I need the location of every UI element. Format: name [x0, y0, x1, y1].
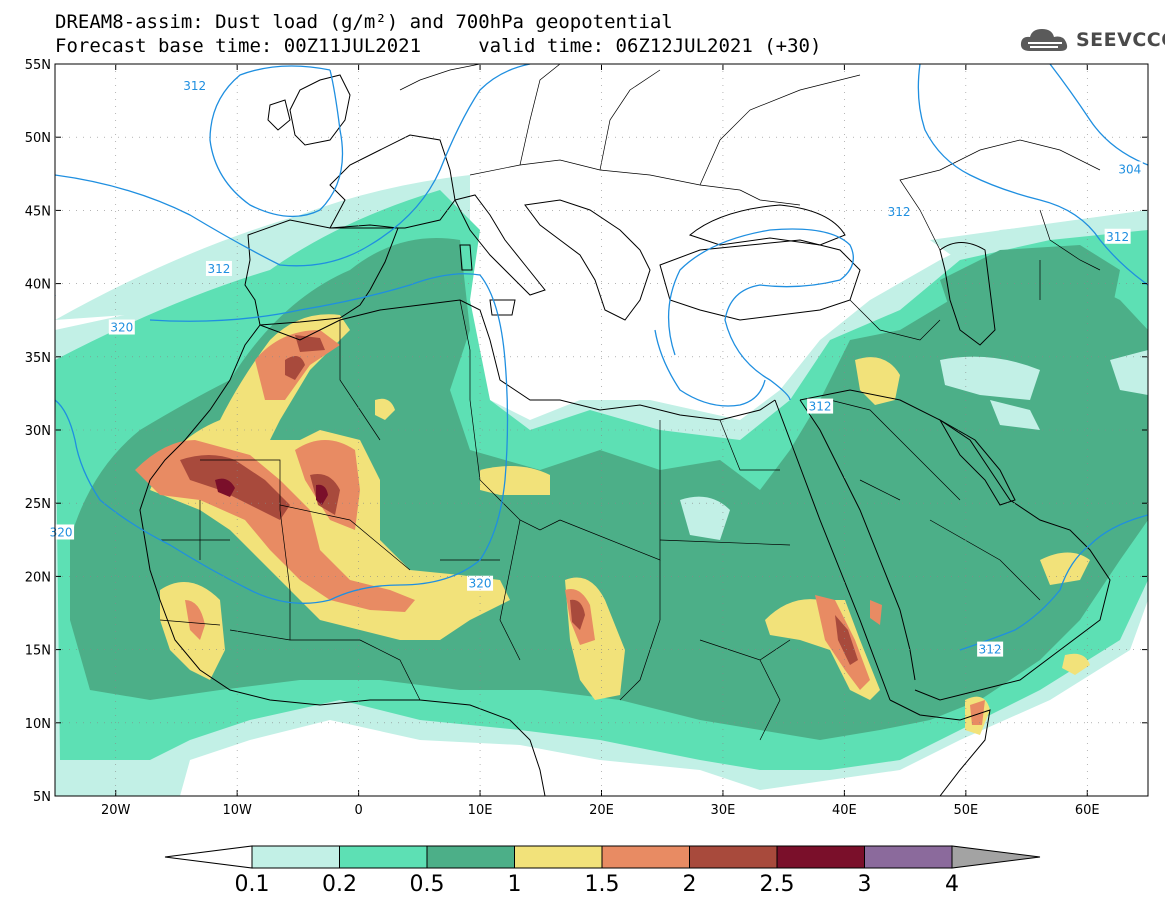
contour-label: 312: [809, 400, 832, 414]
contour-label-bg: [108, 319, 135, 335]
colorbar-segment: [339, 845, 428, 869]
lon-label: 10W: [222, 803, 252, 818]
country-borders: [159, 64, 1101, 741]
colorbar-segment: [689, 845, 778, 869]
contour-label: 320: [469, 577, 492, 591]
lat-label: 30N: [25, 424, 51, 439]
contour-label-bg: [467, 575, 494, 591]
contour-label-bg: [205, 260, 232, 276]
lat-label: 15N: [25, 644, 51, 659]
contour-label: 320: [50, 525, 73, 539]
colorbar-under-arrow: [164, 845, 253, 869]
colorbar-segment: [251, 845, 340, 869]
colorbar-segment: [776, 845, 865, 869]
colorbar-segment: [514, 845, 603, 869]
lat-label: 35N: [25, 351, 51, 366]
contour-label: 320: [110, 321, 133, 335]
lat-label: 55N: [25, 58, 51, 73]
colorbar-tick-label: 1.5: [585, 872, 620, 897]
contour-label: 312: [1106, 230, 1129, 244]
map-title: DREAM8-assim: Dust load (g/m²) and 700hP…: [55, 11, 673, 33]
dust-clear-patches: [680, 350, 1148, 540]
colorbar-tick-label: 3: [858, 872, 872, 897]
contour-label-bg: [1116, 161, 1143, 177]
lat-label: 10N: [25, 717, 51, 732]
contour-label-bg: [886, 203, 913, 219]
contour-label-bg: [181, 77, 208, 93]
lat-label: 25N: [25, 497, 51, 512]
colorbar-segment: [601, 845, 690, 869]
geopotential-contours: [55, 64, 1148, 651]
lon-label: 60E: [1075, 803, 1100, 818]
lon-label: 10E: [468, 803, 493, 818]
contour-label: 312: [888, 205, 911, 219]
lon-label: 30E: [711, 803, 736, 818]
colorbar-over-arrow: [951, 845, 1041, 869]
lat-label: 20N: [25, 570, 51, 585]
colorbar-tick-label: 4: [945, 872, 959, 897]
lat-label: 45N: [25, 204, 51, 219]
lat-label: 40N: [25, 278, 51, 293]
lat-label: 50N: [25, 131, 51, 146]
latitude-axis: 55N 50N 45N 40N 35N 30N 25N 20N 15N 10N 5N: [25, 58, 1148, 805]
contour-label-bg: [1104, 228, 1131, 244]
cloud-icon: [1020, 29, 1068, 51]
contour-label-bg: [807, 398, 834, 414]
colorbar-segment: [864, 845, 953, 869]
lon-label: 20E: [589, 803, 614, 818]
contour-label-bg: [977, 641, 1004, 657]
colorbar-tick-label: 0.5: [410, 872, 445, 897]
contour-labels: 312 304 312 312 312 320 312 320 320 312: [48, 77, 1143, 657]
colorbar-tick-label: 2.5: [760, 872, 795, 897]
colorbar-segment: [426, 845, 515, 869]
contour-label: 304: [1118, 162, 1141, 176]
seevccc-logo: SEEVCCC: [1018, 26, 1165, 54]
longitude-axis: 20W 10W 0 10E 20E 30E 40E 50E 60E: [101, 64, 1100, 818]
contour-label: 312: [979, 643, 1002, 657]
lon-label: 0: [354, 803, 362, 818]
graticule: [55, 64, 1148, 796]
logo-text: SEEVCCC: [1076, 29, 1165, 51]
lon-label: 50E: [953, 803, 978, 818]
map-subtitle: Forecast base time: 00Z11JUL2021 valid t…: [55, 35, 822, 57]
dust-layer-25: [215, 478, 328, 505]
colorbar-tick-label: 0.2: [322, 872, 357, 897]
colorbar-tick-label: 2: [683, 872, 697, 897]
dust-layer-2: [180, 335, 858, 665]
contour-label: 312: [207, 262, 230, 276]
colorbar-tick-label: 1: [508, 872, 522, 897]
colorbar-tick-label: 0.1: [235, 872, 270, 897]
coastlines: [139, 74, 1111, 796]
lon-label: 20W: [101, 803, 131, 818]
lon-label: 40E: [832, 803, 857, 818]
lat-label: 5N: [33, 790, 51, 805]
contour-label: 312: [183, 79, 206, 93]
colorbar: 0.1 0.2 0.5 1 1.5 2 2.5 3 4: [164, 845, 1041, 897]
